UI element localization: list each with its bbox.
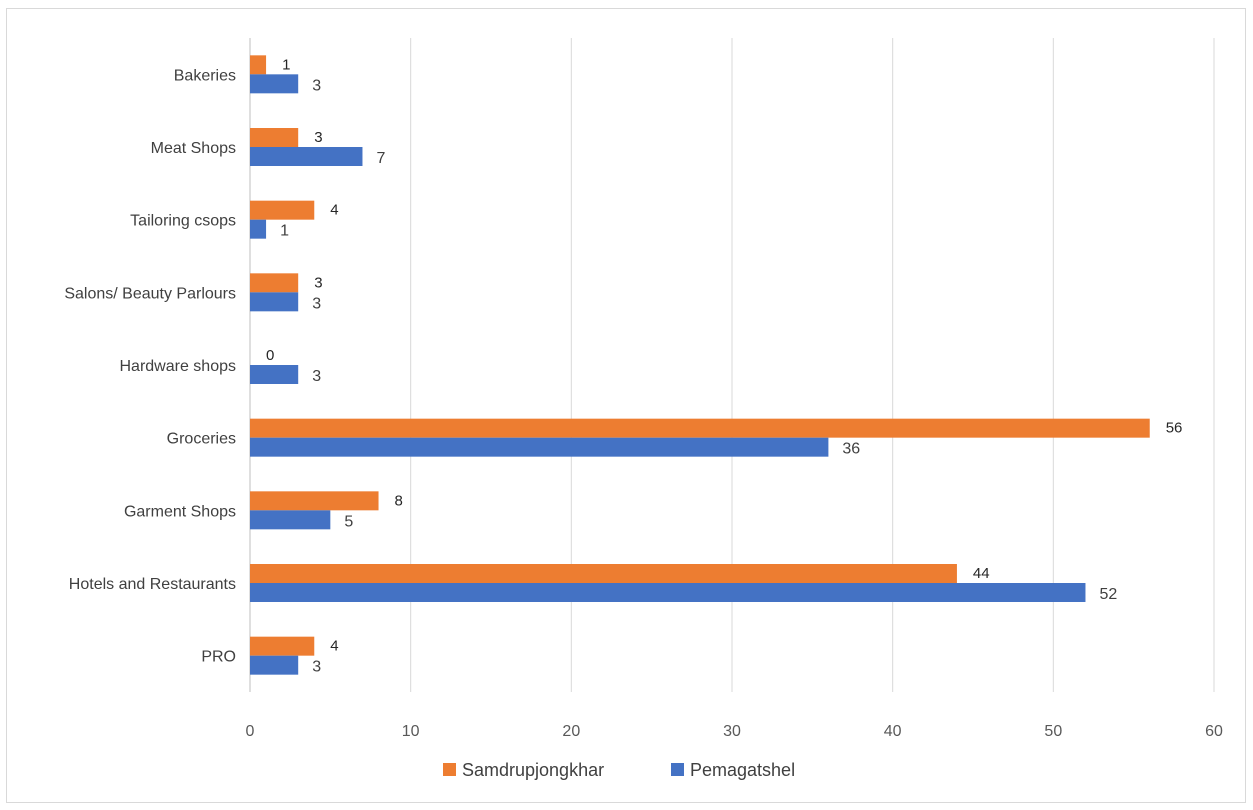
data-label-samdrupjongkhar: 44 [973,565,990,582]
legend-label-pemagatshel: Pemagatshel [690,760,795,780]
bars [250,55,1150,675]
bar-samdrupjongkhar [250,55,267,75]
legend: Samdrupjongkhar Pemagatshel [443,760,795,780]
bar-samdrupjongkhar [250,491,379,511]
bar-samdrupjongkhar [250,418,1150,438]
data-label-samdrupjongkhar: 1 [282,56,290,73]
legend-swatch-pemagatshel [671,763,684,776]
category-label: Bakeries [174,67,236,84]
category-label: Groceries [167,431,236,448]
bar-samdrupjongkhar [250,200,315,220]
x-tick-label: 30 [723,723,741,740]
data-label-samdrupjongkhar: 0 [266,347,274,364]
data-label-pemagatshel: 52 [1099,586,1117,603]
bar-pemagatshel [250,583,1086,602]
bar-pemagatshel [250,437,829,457]
data-label-pemagatshel: 7 [376,150,385,167]
legend-swatch-samdrupjongkhar [443,763,456,776]
category-label: Meat Shops [151,140,236,157]
chart-frame [6,8,1246,803]
bar-samdrupjongkhar [250,273,299,293]
category-label: Hotels and Restaurants [69,576,236,593]
x-tick-label: 0 [246,723,255,740]
data-label-pemagatshel: 1 [280,223,289,240]
x-tick-label: 40 [884,723,902,740]
data-label-pemagatshel: 3 [312,368,321,385]
bar-samdrupjongkhar [250,564,957,583]
x-axis-tick-labels: 0 10 20 30 40 50 60 [246,723,1223,740]
data-label-pemagatshel: 36 [842,441,860,458]
bar-pemagatshel [250,655,299,675]
x-tick-label: 10 [402,723,420,740]
bar-samdrupjongkhar [250,128,299,147]
bar-samdrupjongkhar [250,636,315,656]
x-tick-label: 20 [562,723,580,740]
data-label-samdrupjongkhar: 4 [330,202,338,219]
data-label-samdrupjongkhar: 3 [314,129,322,146]
data-label-samdrupjongkhar: 8 [395,492,403,509]
category-label: Garment Shops [124,503,236,520]
category-label: Hardware shops [120,358,237,375]
data-label-samdrupjongkhar: 4 [330,638,338,655]
category-label: Tailoring csops [130,213,236,230]
data-label-pemagatshel: 5 [344,513,353,530]
x-tick-label: 60 [1205,723,1223,740]
data-label-samdrupjongkhar: 56 [1166,420,1183,437]
data-label-pemagatshel: 3 [312,295,321,312]
data-label-pemagatshel: 3 [312,77,321,94]
bar-pemagatshel [250,510,331,530]
category-label: PRO [201,649,236,666]
category-labels: Bakeries Meat Shops Tailoring csops Salons/… [64,67,236,665]
bar-pemagatshel [250,365,299,384]
bar-pemagatshel [250,219,267,239]
data-label-pemagatshel: 3 [312,659,321,676]
category-label: Salons/ Beauty Parlours [64,285,236,302]
bar-pemagatshel [250,74,299,94]
bar-pemagatshel [250,292,299,312]
x-tick-label: 50 [1044,723,1062,740]
legend-label-samdrupjongkhar: Samdrupjongkhar [462,760,604,780]
bar-pemagatshel [250,147,363,166]
data-label-samdrupjongkhar: 3 [314,274,322,291]
